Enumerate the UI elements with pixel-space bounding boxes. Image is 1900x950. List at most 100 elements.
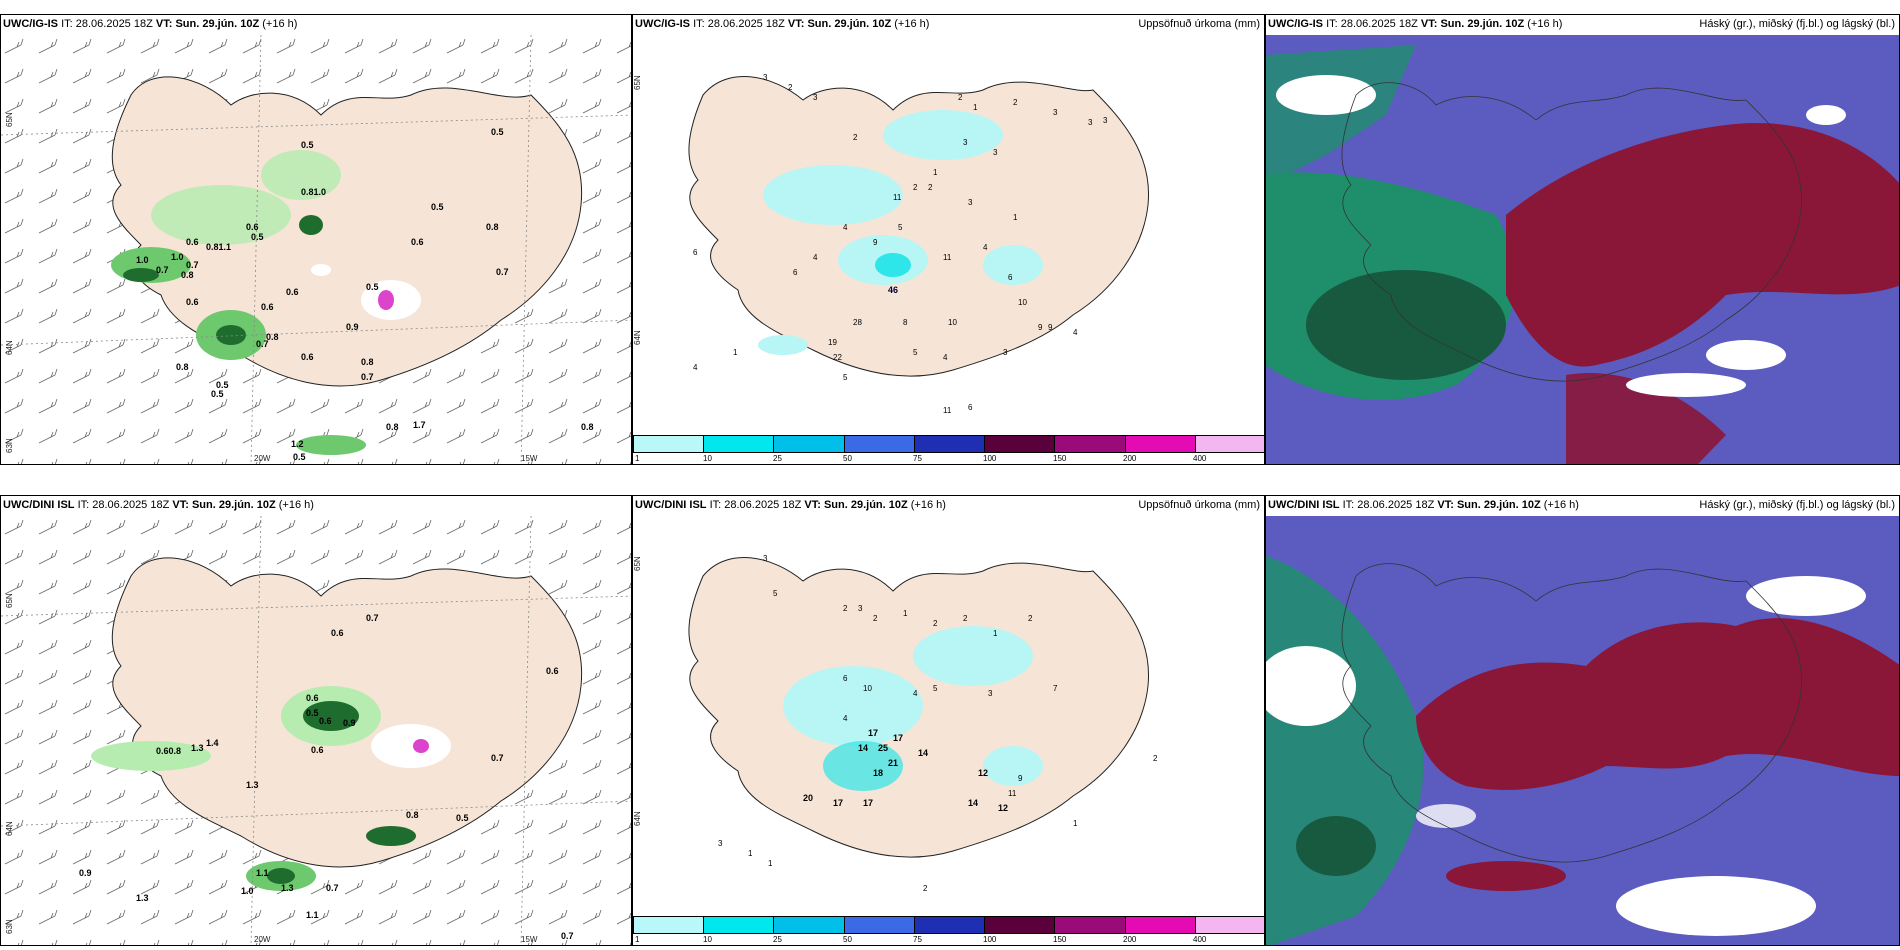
colorbar-tick: 100 xyxy=(983,454,997,463)
precip-value: 3 xyxy=(858,604,863,613)
value-label: 0.6 xyxy=(286,287,299,297)
precip-value: 12 xyxy=(998,803,1008,813)
value-label: 0.6 xyxy=(319,716,332,726)
lat-label: 64N xyxy=(5,821,14,836)
colorbar-segment xyxy=(1195,436,1264,452)
precip-value: 6 xyxy=(793,268,798,277)
precip-value: 17 xyxy=(863,798,873,808)
colorbar-segment xyxy=(704,917,775,933)
lat-label: 63N xyxy=(5,438,14,453)
precip-value: 1 xyxy=(1013,213,1018,222)
precip-value: 17 xyxy=(833,798,843,808)
value-label: 1.3 xyxy=(246,780,259,790)
precip-value: 9 xyxy=(873,238,878,247)
value-label: 0.5 xyxy=(301,140,314,150)
value-label: 0.9 xyxy=(343,718,356,728)
precip-value: 1 xyxy=(1073,819,1078,828)
precip-value: 14 xyxy=(918,748,928,758)
colorbar-tick: 400 xyxy=(1193,454,1207,463)
cloud-cover-map xyxy=(1266,516,1899,945)
value-label: 0.7 xyxy=(326,883,339,893)
precip-map: 3 5 2 3 2 1 2 2 1 2 6 10 4 5 3 7 4 17 17… xyxy=(688,554,1158,893)
colorbar-segment xyxy=(985,436,1056,452)
value-label: 0.7 xyxy=(366,613,379,623)
colorbar-tick: 25 xyxy=(773,935,782,944)
precip-value: 2 xyxy=(873,614,878,623)
value-label: 0.5 xyxy=(293,452,306,462)
precip-value: 2 xyxy=(1013,98,1018,107)
colorbar-tick: 75 xyxy=(913,935,922,944)
colorbar-tick: 150 xyxy=(1053,454,1067,463)
value-label: 0.8 xyxy=(266,332,279,342)
value-label: 0.6 xyxy=(301,352,314,362)
value-label: 1.2 xyxy=(291,439,304,449)
value-label: 1.1 xyxy=(306,910,319,920)
precip-value: 6 xyxy=(968,403,973,412)
lat-label: 65N xyxy=(633,556,642,571)
precip-value: 3 xyxy=(1088,118,1093,127)
colorbar-segment xyxy=(774,917,845,933)
value-label: 0.6 xyxy=(261,302,274,312)
precip-value: 9 xyxy=(1038,323,1043,332)
value-label: 0.7 xyxy=(491,753,504,763)
value-label: 1.0 xyxy=(136,255,149,265)
precip-value: 2 xyxy=(788,83,793,92)
panel-header: UWC/IG-IS IT: 28.06.2025 18Z VT: Sun. 29… xyxy=(635,18,930,30)
precip-value: 3 xyxy=(813,93,818,102)
value-label: 1.3 xyxy=(281,883,294,893)
precip-value: 5 xyxy=(913,348,918,357)
value-label: 0.6 xyxy=(186,297,199,307)
value-label: 0.7 xyxy=(156,265,169,275)
value-label: 1.0 xyxy=(241,886,254,896)
colorbar-segment xyxy=(774,436,845,452)
panel-dini-wind: UWC/DINI ISL IT: 28.06.2025 18Z VT: Sun.… xyxy=(0,495,632,946)
value-label: 0.7 xyxy=(256,339,269,349)
colorbar-segment xyxy=(1125,917,1196,933)
value-label: 1.1 xyxy=(256,868,269,878)
lat-label: 64N xyxy=(5,340,14,355)
precip-value: 12 xyxy=(978,768,988,778)
panel-subtitle: Háský (gr.), miðský (fj.bl.) og lágský (… xyxy=(1699,18,1895,30)
wind-precip-map: 0.7 0.6 0.6 0.6 0.5 0.6 0.9 0.60.8 1.3 1… xyxy=(1,516,631,945)
colorbar-segment xyxy=(634,436,705,452)
precip-value: 22 xyxy=(833,353,842,362)
colorbar-segment xyxy=(844,436,915,452)
precip-value: 8 xyxy=(903,318,908,327)
precip-value: 4 xyxy=(693,363,698,372)
precip-value: 4 xyxy=(843,714,848,723)
precip-value: 2 xyxy=(913,183,918,192)
precip-value: 2 xyxy=(963,614,968,623)
value-label: 0.6 xyxy=(246,222,259,232)
panel-header: UWC/DINI ISL IT: 28.06.2025 18Z VT: Sun.… xyxy=(1268,499,1579,511)
panel-ig-is-clouds: UWC/IG-IS IT: 28.06.2025 18Z VT: Sun. 29… xyxy=(1265,14,1900,465)
precip-value: 1 xyxy=(973,103,978,112)
value-label: 1.4 xyxy=(206,738,219,748)
precip-value: 5 xyxy=(773,589,778,598)
colorbar-segment xyxy=(1055,917,1126,933)
colorbar-tick: 10 xyxy=(703,935,712,944)
value-label: 0.6 xyxy=(331,628,344,638)
precip-value: 21 xyxy=(888,758,898,768)
lat-label: 64N xyxy=(633,811,642,826)
precip-value: 4 xyxy=(943,353,948,362)
precip-value: 18 xyxy=(873,768,883,778)
precip-value: 3 xyxy=(968,198,973,207)
precip-value: 2 xyxy=(933,619,938,628)
value-label: 0.9 xyxy=(79,868,92,878)
lon-label: 15W xyxy=(521,935,538,944)
panel-header: UWC/IG-IS IT: 28.06.2025 18Z VT: Sun. 29… xyxy=(3,18,298,30)
precip-value: 3 xyxy=(963,138,968,147)
precip-value: 3 xyxy=(763,554,768,563)
precip-value: 3 xyxy=(988,689,993,698)
precip-value: 46 xyxy=(888,285,898,295)
precip-value: 2 xyxy=(843,604,848,613)
wind-precip-map: 0.5 0.5 0.81.0 0.5 0.8 0.6 0.5 0.6 0.81.… xyxy=(1,35,631,464)
precip-colorbar xyxy=(633,435,1264,453)
colorbar-tick: 50 xyxy=(843,935,852,944)
panel-subtitle: Háský (gr.), miðský (fj.bl.) og lágský (… xyxy=(1699,499,1895,511)
precip-value: 4 xyxy=(983,243,988,252)
panel-header: UWC/DINI ISL IT: 28.06.2025 18Z VT: Sun.… xyxy=(635,499,946,511)
precip-value: 28 xyxy=(853,318,862,327)
colorbar-tick: 100 xyxy=(983,935,997,944)
lat-label: 65N xyxy=(5,112,14,127)
